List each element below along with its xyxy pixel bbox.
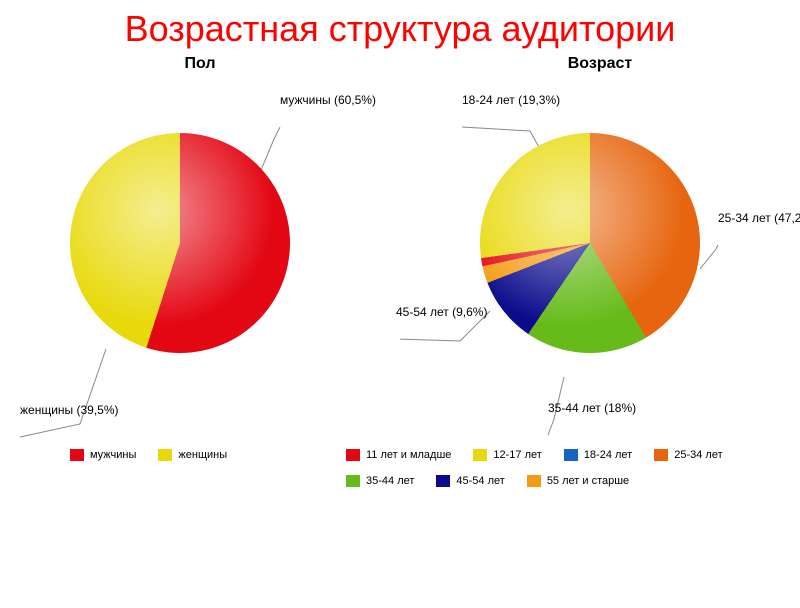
callout-label: 18-24 лет (19,3%)	[462, 93, 560, 107]
legend-swatch	[346, 475, 360, 487]
legend-item: 45-54 лет	[436, 475, 504, 487]
legend-item: 35-44 лет	[346, 475, 414, 487]
age-chart: Возраст 18-24 лет (19,3%) 25-34 лет (47,2…	[400, 53, 800, 443]
callout-label: мужчины (60,5%)	[280, 93, 376, 107]
callout-label: 35-44 лет (18%)	[548, 401, 636, 415]
legend-label: 55 лет и старше	[547, 475, 629, 487]
charts-row: Пол мужчины (60,5%) женщины (39,5%) Возра…	[0, 53, 800, 443]
age-chart-title: Возраст	[400, 55, 800, 73]
age-pie	[480, 133, 700, 353]
legend-swatch	[436, 475, 450, 487]
page-title: Возрастная структура аудитории	[0, 8, 800, 49]
gender-chart: Пол мужчины (60,5%) женщины (39,5%)	[0, 53, 400, 443]
callout-label: 25-34 лет (47,2%)	[718, 211, 800, 225]
legend-swatch	[527, 475, 541, 487]
gender-chart-title: Пол	[0, 55, 400, 73]
legend-label: 45-54 лет	[456, 475, 504, 487]
gender-pie	[70, 133, 290, 353]
legend-item: 55 лет и старше	[527, 475, 629, 487]
callout-label: женщины (39,5%)	[20, 403, 119, 417]
callout-label: 45-54 лет (9,6%)	[396, 305, 487, 319]
legend-label: 35-44 лет	[366, 475, 414, 487]
